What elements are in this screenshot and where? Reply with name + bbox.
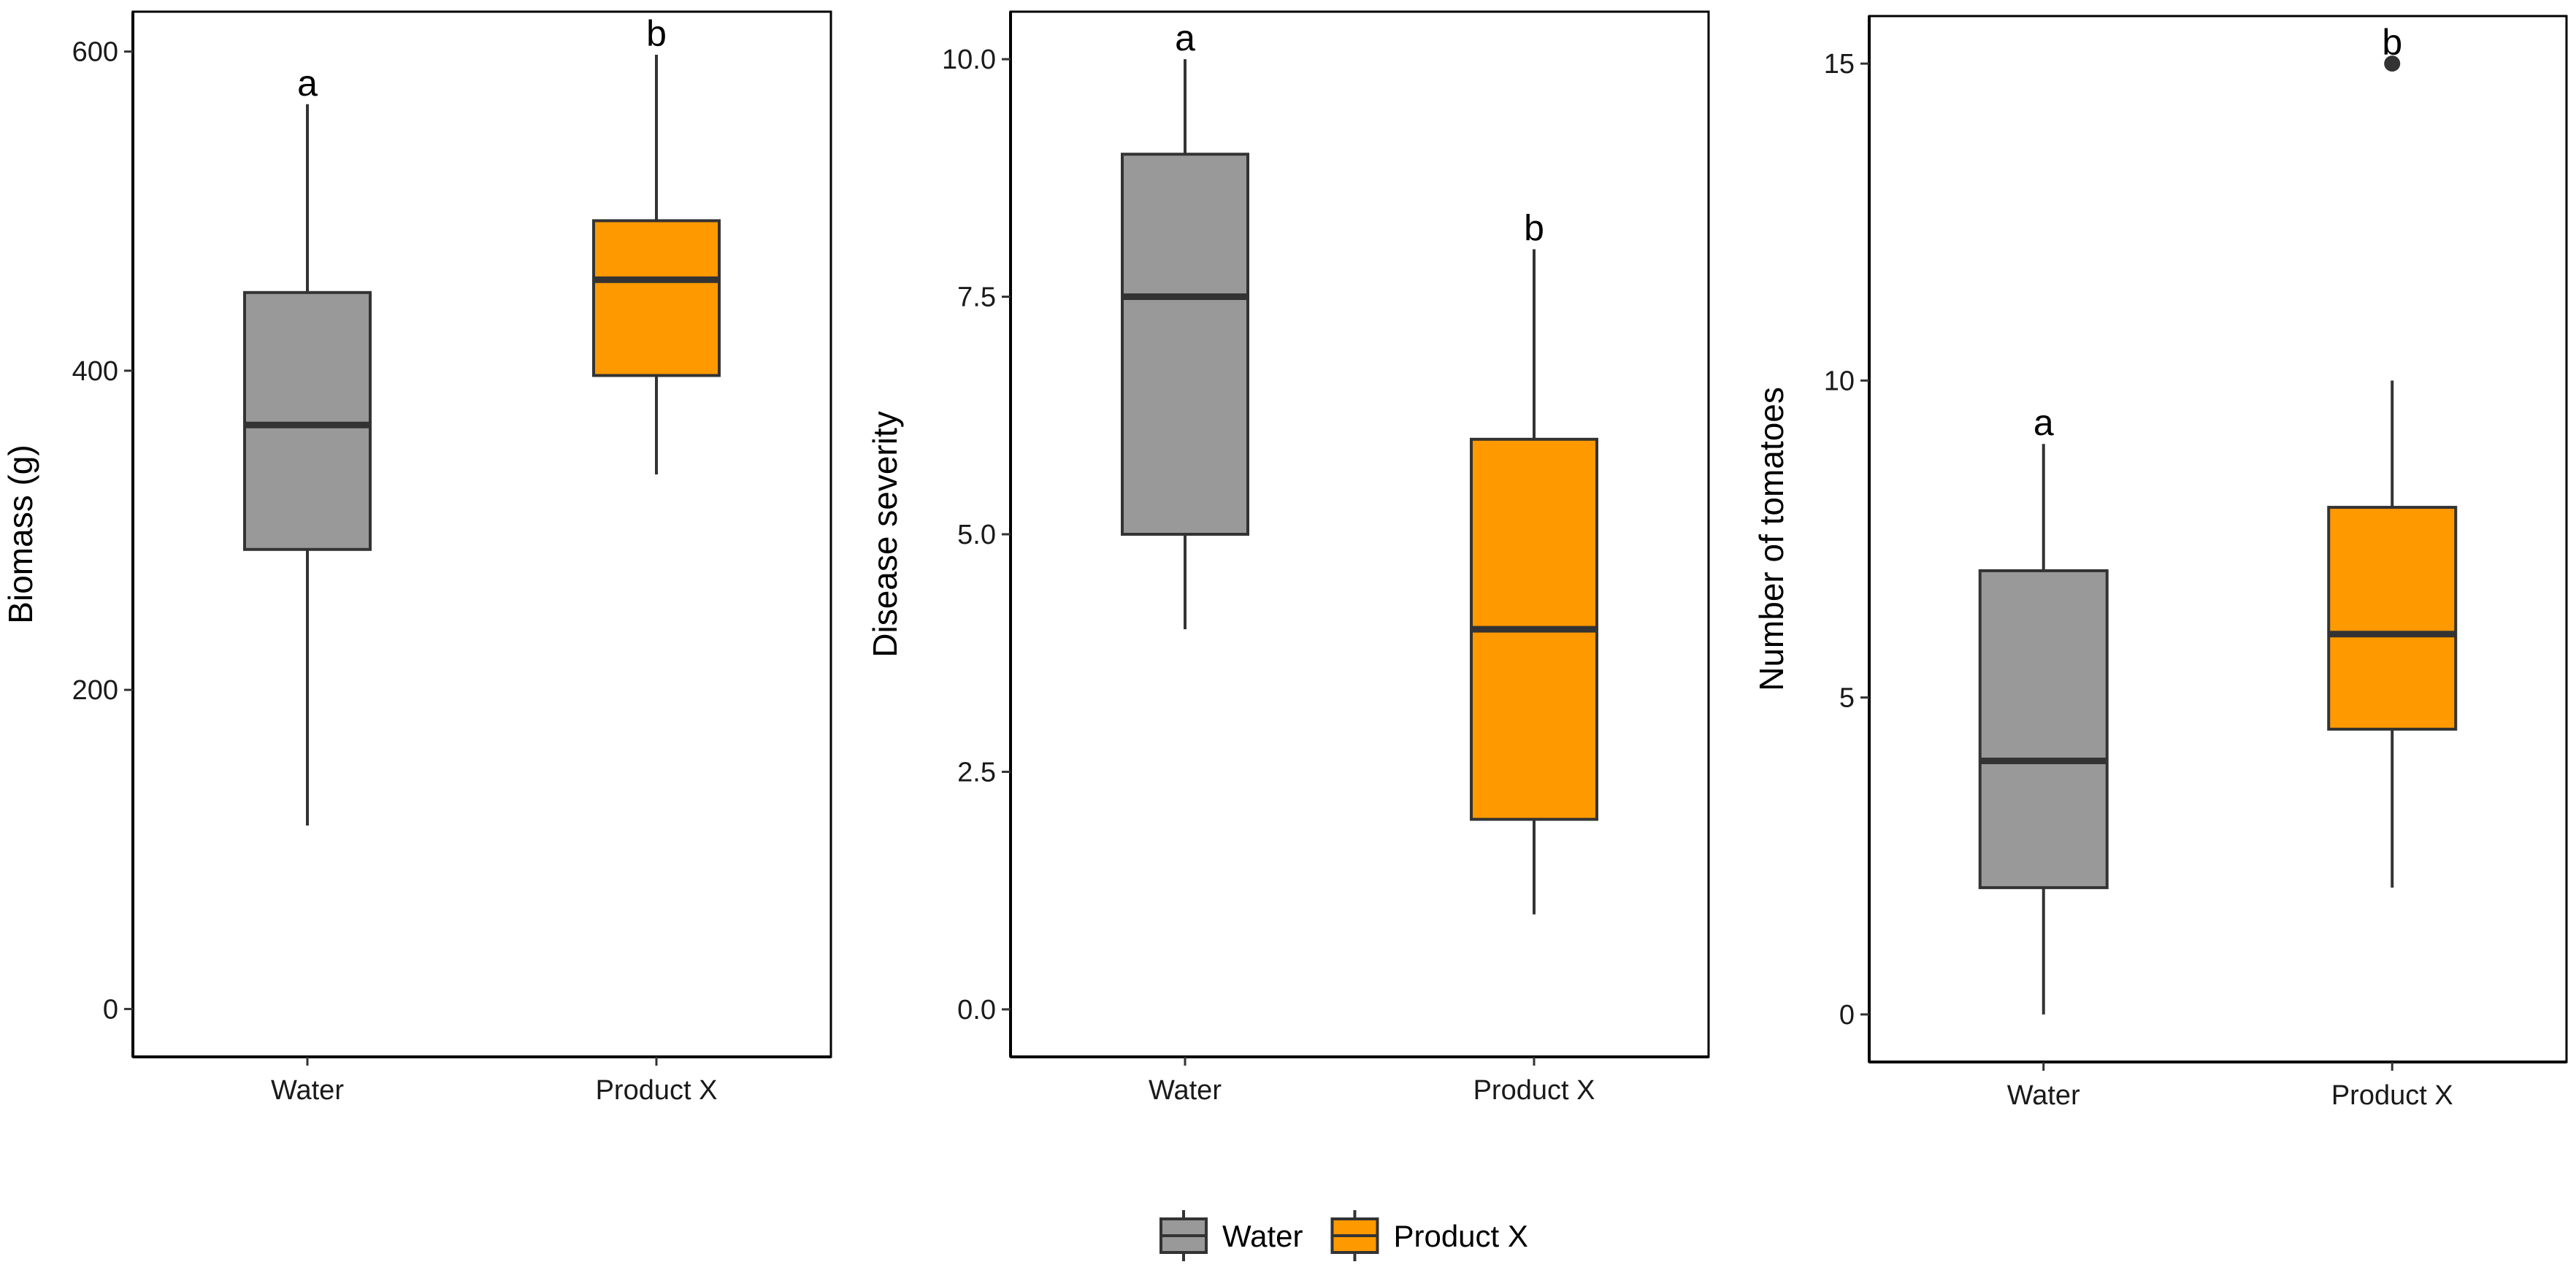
panel-tomatoes: 0 5 10 15 Number of tomatoes Water Product X a b: [1752, 15, 2568, 1111]
box-water: a: [1121, 18, 1249, 630]
box-iqr: [1978, 569, 2109, 890]
significance-letter: b: [1524, 207, 1544, 248]
panel-border: [1009, 10, 1710, 1058]
y-tick-label: 0: [103, 994, 118, 1025]
y-tick-label: 5: [1839, 683, 1855, 714]
significance-letter: a: [2033, 402, 2054, 443]
y-tick-label: 7.5: [957, 282, 996, 313]
box-iqr: [1121, 153, 1249, 536]
y-tick-label: 0.0: [957, 995, 996, 1025]
x-tick-label: Product X: [2331, 1080, 2453, 1111]
y-tick-label: 400: [72, 356, 118, 387]
box-product-x: b: [1470, 207, 1598, 915]
significance-letter: a: [1175, 18, 1195, 58]
box-iqr: [592, 219, 721, 377]
significance-letter: b: [646, 13, 667, 54]
x-tick-label: Water: [271, 1075, 344, 1106]
y-axis-title: Biomass (g): [1, 445, 39, 623]
legend-label: Water: [1222, 1219, 1303, 1253]
box-product-x: b: [2327, 22, 2458, 888]
y-tick-label: 200: [72, 675, 118, 706]
legend-item-product-x: Product X: [1330, 1210, 1528, 1261]
legend: Water Product X: [1159, 1210, 1528, 1261]
y-tick-label: 15: [1824, 49, 1855, 80]
y-tick-label: 5.0: [957, 520, 996, 550]
y-tick-label: 10: [1824, 366, 1855, 396]
panel-border: [1868, 15, 2568, 1063]
y-tick-label: 600: [72, 37, 118, 68]
significance-letter: b: [2382, 22, 2402, 63]
y-tick-label: 10.0: [942, 45, 996, 75]
x-tick-label: Water: [1149, 1075, 1222, 1106]
outlier-point: [2384, 55, 2401, 72]
y-tick-label: 0: [1839, 1000, 1855, 1031]
box-water: a: [1978, 402, 2109, 1015]
significance-letter: a: [297, 63, 318, 104]
box-iqr: [2327, 506, 2458, 731]
legend-item-water: Water: [1159, 1210, 1303, 1261]
panel-disease-severity: 0.0 2.5 5.0 7.5 10.0 Disease severity Water Pro…: [866, 10, 1710, 1106]
legend-label: Product X: [1393, 1219, 1527, 1253]
box-product-x: b: [592, 13, 721, 475]
y-axis-title: Disease severity: [866, 411, 904, 657]
box-iqr: [243, 290, 372, 551]
box-water: a: [243, 63, 372, 826]
y-axis-title: Number of tomatoes: [1752, 387, 1790, 691]
x-tick-label: Product X: [596, 1075, 718, 1106]
panel-border: [131, 10, 832, 1058]
panel-biomass: 0 200 400 600 Biomass (g) Water Product X a b: [1, 10, 832, 1106]
y-tick-label: 2.5: [957, 757, 996, 788]
x-tick-label: Product X: [1473, 1075, 1595, 1106]
x-tick-label: Water: [2007, 1080, 2080, 1111]
